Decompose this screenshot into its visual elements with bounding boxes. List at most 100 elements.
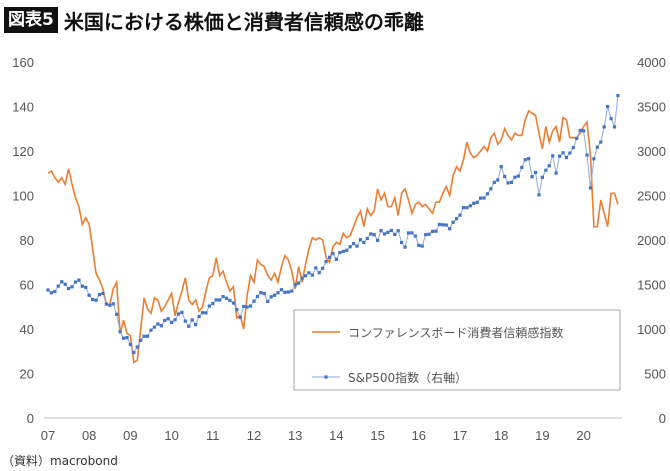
sp500-point bbox=[187, 324, 191, 328]
sp500-point bbox=[245, 305, 249, 309]
sp500-point bbox=[159, 324, 163, 328]
x-tick-label: 14 bbox=[329, 428, 343, 443]
x-tick-label: 20 bbox=[576, 428, 590, 443]
sp500-point bbox=[214, 298, 218, 302]
sp500-point bbox=[204, 311, 208, 315]
y-left-tick-label: 120 bbox=[12, 144, 34, 159]
legend-sp500-marker bbox=[324, 375, 328, 379]
sp500-point bbox=[118, 330, 122, 334]
sp500-point bbox=[578, 128, 582, 133]
x-tick-label: 17 bbox=[453, 428, 467, 443]
y-right-tick-label: 2000 bbox=[637, 233, 666, 248]
sp500-point bbox=[516, 174, 520, 178]
sp500-point bbox=[307, 271, 311, 275]
sp500-point bbox=[424, 233, 428, 237]
sp500-point bbox=[544, 168, 548, 172]
sp500-point bbox=[499, 165, 503, 169]
sp500-point bbox=[139, 338, 143, 342]
y-left-tick-label: 100 bbox=[12, 189, 34, 204]
sp500-point bbox=[372, 233, 376, 237]
sp500-point bbox=[389, 228, 393, 233]
sp500-point bbox=[420, 244, 424, 248]
sp500-point bbox=[396, 229, 400, 233]
sp500-point bbox=[437, 222, 441, 227]
sp500-point bbox=[207, 304, 211, 308]
sp500-point bbox=[430, 229, 435, 233]
sp500-point bbox=[612, 125, 617, 129]
sp500-point bbox=[345, 248, 349, 252]
sp500-point bbox=[156, 322, 160, 326]
sp500-point bbox=[530, 175, 534, 179]
sp500-point bbox=[63, 282, 67, 286]
sp500-point bbox=[170, 320, 174, 325]
sp500-point bbox=[441, 223, 445, 227]
y-right-tick-label: 3500 bbox=[637, 100, 666, 115]
sp500-point bbox=[348, 245, 352, 249]
figure-number-badge: 図表5 bbox=[4, 7, 58, 33]
sp500-point bbox=[506, 181, 510, 185]
y-left-tick-label: 80 bbox=[20, 233, 34, 248]
sp500-point bbox=[406, 231, 411, 235]
sp500-point bbox=[520, 165, 524, 169]
x-tick-label: 07 bbox=[41, 428, 55, 443]
sp500-point bbox=[461, 206, 466, 210]
sp500-point bbox=[324, 260, 328, 264]
x-tick-label: 12 bbox=[247, 428, 261, 443]
sp500-point bbox=[568, 151, 572, 155]
sp500-point bbox=[468, 204, 472, 208]
sp500-point bbox=[211, 301, 215, 306]
sp500-point bbox=[183, 319, 187, 323]
sp500-point bbox=[585, 153, 589, 157]
sp500-point bbox=[317, 271, 321, 275]
sp500-point bbox=[472, 201, 476, 205]
sp500-point bbox=[238, 315, 242, 319]
y-left-tick-label: 0 bbox=[27, 411, 34, 426]
sp500-point bbox=[290, 289, 294, 293]
y-left-tick-label: 140 bbox=[12, 100, 34, 115]
sp500-point bbox=[303, 274, 308, 278]
sp500-point bbox=[255, 294, 260, 299]
sp500-point bbox=[135, 345, 139, 349]
sp500-point bbox=[125, 336, 129, 340]
sp500-point bbox=[465, 206, 469, 210]
sp500-point bbox=[554, 171, 558, 175]
sp500-point bbox=[269, 295, 273, 299]
sp500-point bbox=[266, 299, 270, 304]
sp500-point bbox=[492, 180, 496, 184]
sp500-point bbox=[231, 301, 235, 305]
sp500-point bbox=[70, 285, 74, 289]
sp500-point bbox=[365, 236, 369, 240]
sp500-point bbox=[279, 288, 284, 292]
sp500-point bbox=[145, 334, 150, 338]
y-left-tick-label: 160 bbox=[12, 55, 34, 70]
sp500-point bbox=[80, 284, 84, 288]
sp500-point bbox=[482, 196, 486, 200]
sp500-point bbox=[509, 180, 514, 184]
sp500-point bbox=[403, 245, 407, 249]
sp500-point bbox=[286, 290, 290, 294]
sp500-point bbox=[91, 297, 95, 302]
sp500-point bbox=[60, 280, 64, 284]
sp500-point bbox=[564, 155, 569, 160]
sp500-point bbox=[413, 234, 417, 238]
sp500-point bbox=[300, 276, 304, 280]
sp500-point bbox=[575, 136, 579, 141]
sp500-point bbox=[310, 273, 314, 277]
sp500-point bbox=[454, 217, 459, 221]
sp500-point bbox=[369, 232, 373, 236]
sp500-point bbox=[132, 350, 136, 355]
sp500-point bbox=[338, 250, 342, 255]
sp500-point bbox=[293, 283, 297, 287]
sp500-point bbox=[94, 298, 98, 302]
sp500-point bbox=[242, 304, 246, 309]
sp500-point bbox=[427, 232, 431, 236]
sp500-point bbox=[128, 342, 132, 347]
sp500-point bbox=[382, 232, 387, 236]
y-right-tick-label: 0 bbox=[659, 411, 666, 426]
sp500-point bbox=[393, 232, 397, 236]
sp500-point bbox=[262, 291, 266, 296]
sp500-point bbox=[176, 312, 181, 316]
sp500-point bbox=[458, 213, 462, 217]
y-right-tick-label: 1500 bbox=[637, 278, 666, 293]
sp500-point bbox=[444, 223, 448, 227]
